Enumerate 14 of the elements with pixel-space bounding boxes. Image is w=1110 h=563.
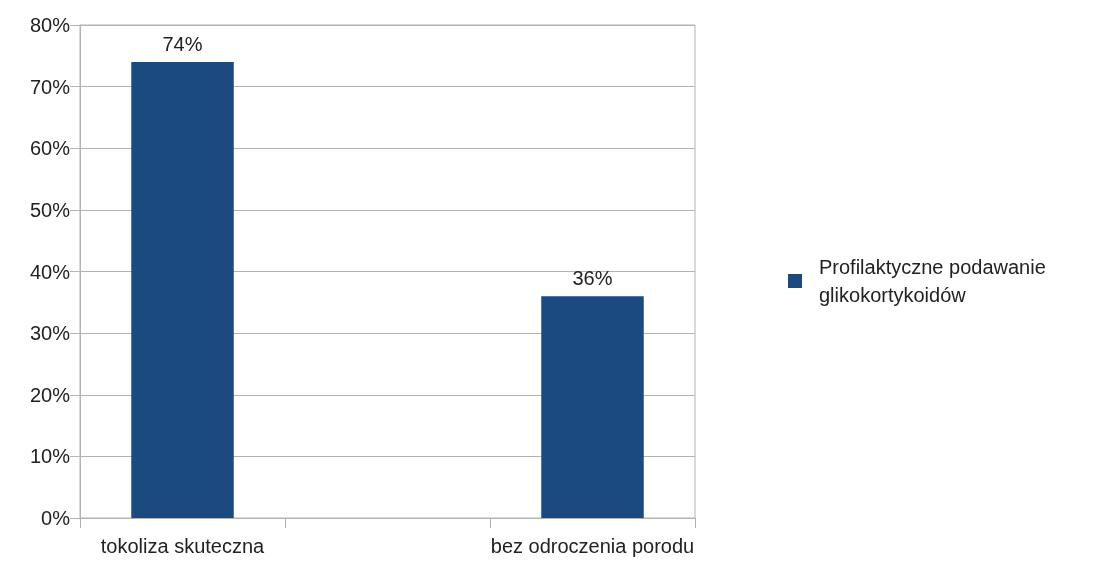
y-tick-label: 40% [29,260,71,283]
data-label: 74% [162,32,203,55]
y-tick-label: 50% [29,198,71,221]
y-tick-label: 10% [29,445,71,468]
y-tick-label: 0% [41,507,71,529]
x-tick-label: tokoliza skuteczna [100,535,266,557]
legend-label: Profilaktyczne podawanie glikokortykoidów [819,256,1052,306]
y-tick-label: 60% [29,137,71,160]
x-tick-label: bez odroczenia porodu [490,535,695,557]
data-label: 36% [572,267,613,290]
y-tick-label: 80% [29,14,71,36]
y-tick-label: 30% [29,322,71,345]
y-tick-label: 20% [29,383,71,406]
y-tick-label: 70% [29,75,71,98]
